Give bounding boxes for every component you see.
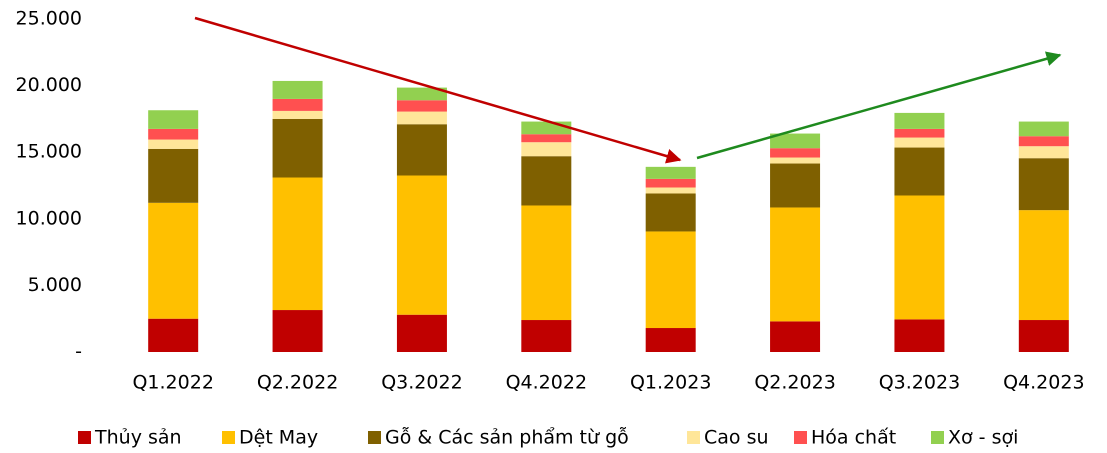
bar-segment [396,124,447,176]
bar-segment [396,111,447,125]
x-tick-label: Q2.2022 [257,372,338,394]
bar-segment [894,112,945,129]
bar-segment [521,156,572,206]
bar-segment [894,128,945,138]
bar-segment [645,328,696,352]
bar-segment [1018,320,1069,352]
bar-segment [1018,146,1069,159]
x-tick-label: Q3.2022 [381,372,462,394]
bar-segment [148,318,199,352]
x-tick-label: Q2.2023 [754,372,835,394]
bar-segment [770,157,821,164]
legend-label: Xơ - sợi [948,427,1018,449]
legend-label: Thủy sản [94,427,182,449]
bar-segment [894,147,945,196]
bar-segment [521,121,572,135]
x-tick-label: Q4.2022 [506,372,587,394]
trend-arrow-down [194,16,682,164]
legend-swatch [222,431,235,444]
bar-segment [1018,121,1069,137]
bar-segment [148,128,199,140]
bar-segment [645,231,696,329]
legend-label: Gỗ & Các sản phẩm từ gỗ [385,426,629,449]
legend-swatch [687,431,700,444]
legend-label: Hóa chất [811,427,896,449]
bar-segment [770,321,821,352]
bar-segment [770,207,821,322]
y-tick-label: 15.000 [16,141,82,163]
legend-swatch [931,431,944,444]
x-tick-label: Q3.2023 [879,372,960,394]
bar-segment [1018,136,1069,147]
bar-segment [521,205,572,321]
trend-arrow-up [696,51,1062,160]
bar-segment [894,319,945,352]
bar-segment [272,80,323,99]
bar-segment [894,195,945,320]
y-tick-label: 20.000 [16,74,82,96]
y-tick-label: - [75,341,82,363]
bar-segment [272,118,323,178]
bar-segment [272,98,323,111]
bar-segment [770,133,821,149]
plot: - 5.000 10.000 15.000 20.000 25.000 Q1.2022 Q2.… [16,8,1085,449]
bar-segment [645,178,696,188]
bar-segment [148,202,199,319]
bar-segment [645,166,696,179]
y-tick-label: 25.000 [16,8,82,30]
bar-segment [148,139,199,149]
bar-segment [770,163,821,208]
y-tick-label: 5.000 [28,274,82,296]
bar-segment [645,193,696,232]
legend-swatch [794,431,807,444]
y-tick-label: 10.000 [16,207,82,229]
x-tick-label: Q4.2023 [1003,372,1084,394]
bar-segment [521,142,572,157]
legend-label: Cao su [704,427,769,449]
legend-swatch [78,431,91,444]
bar-segment [272,177,323,311]
bar-segment [521,134,572,143]
legend-swatch [368,431,381,444]
bar-segment [645,187,696,194]
bar-segment [894,137,945,148]
x-tick-label: Q1.2022 [132,372,213,394]
x-tick-label: Q1.2023 [630,372,711,394]
bar-segment [770,148,821,158]
bar-segment [396,100,447,112]
bar-segment [1018,210,1069,321]
bar-segment [396,314,447,352]
bar-segment [148,148,199,203]
bar-segment [272,110,323,119]
bar-segment [396,87,447,101]
bar-segment [521,320,572,352]
bar-segment [1018,158,1069,211]
bar-segment [148,110,199,129]
bar-segment [396,175,447,315]
legend-label: Dệt May [239,427,318,449]
bar-segment [272,310,323,352]
